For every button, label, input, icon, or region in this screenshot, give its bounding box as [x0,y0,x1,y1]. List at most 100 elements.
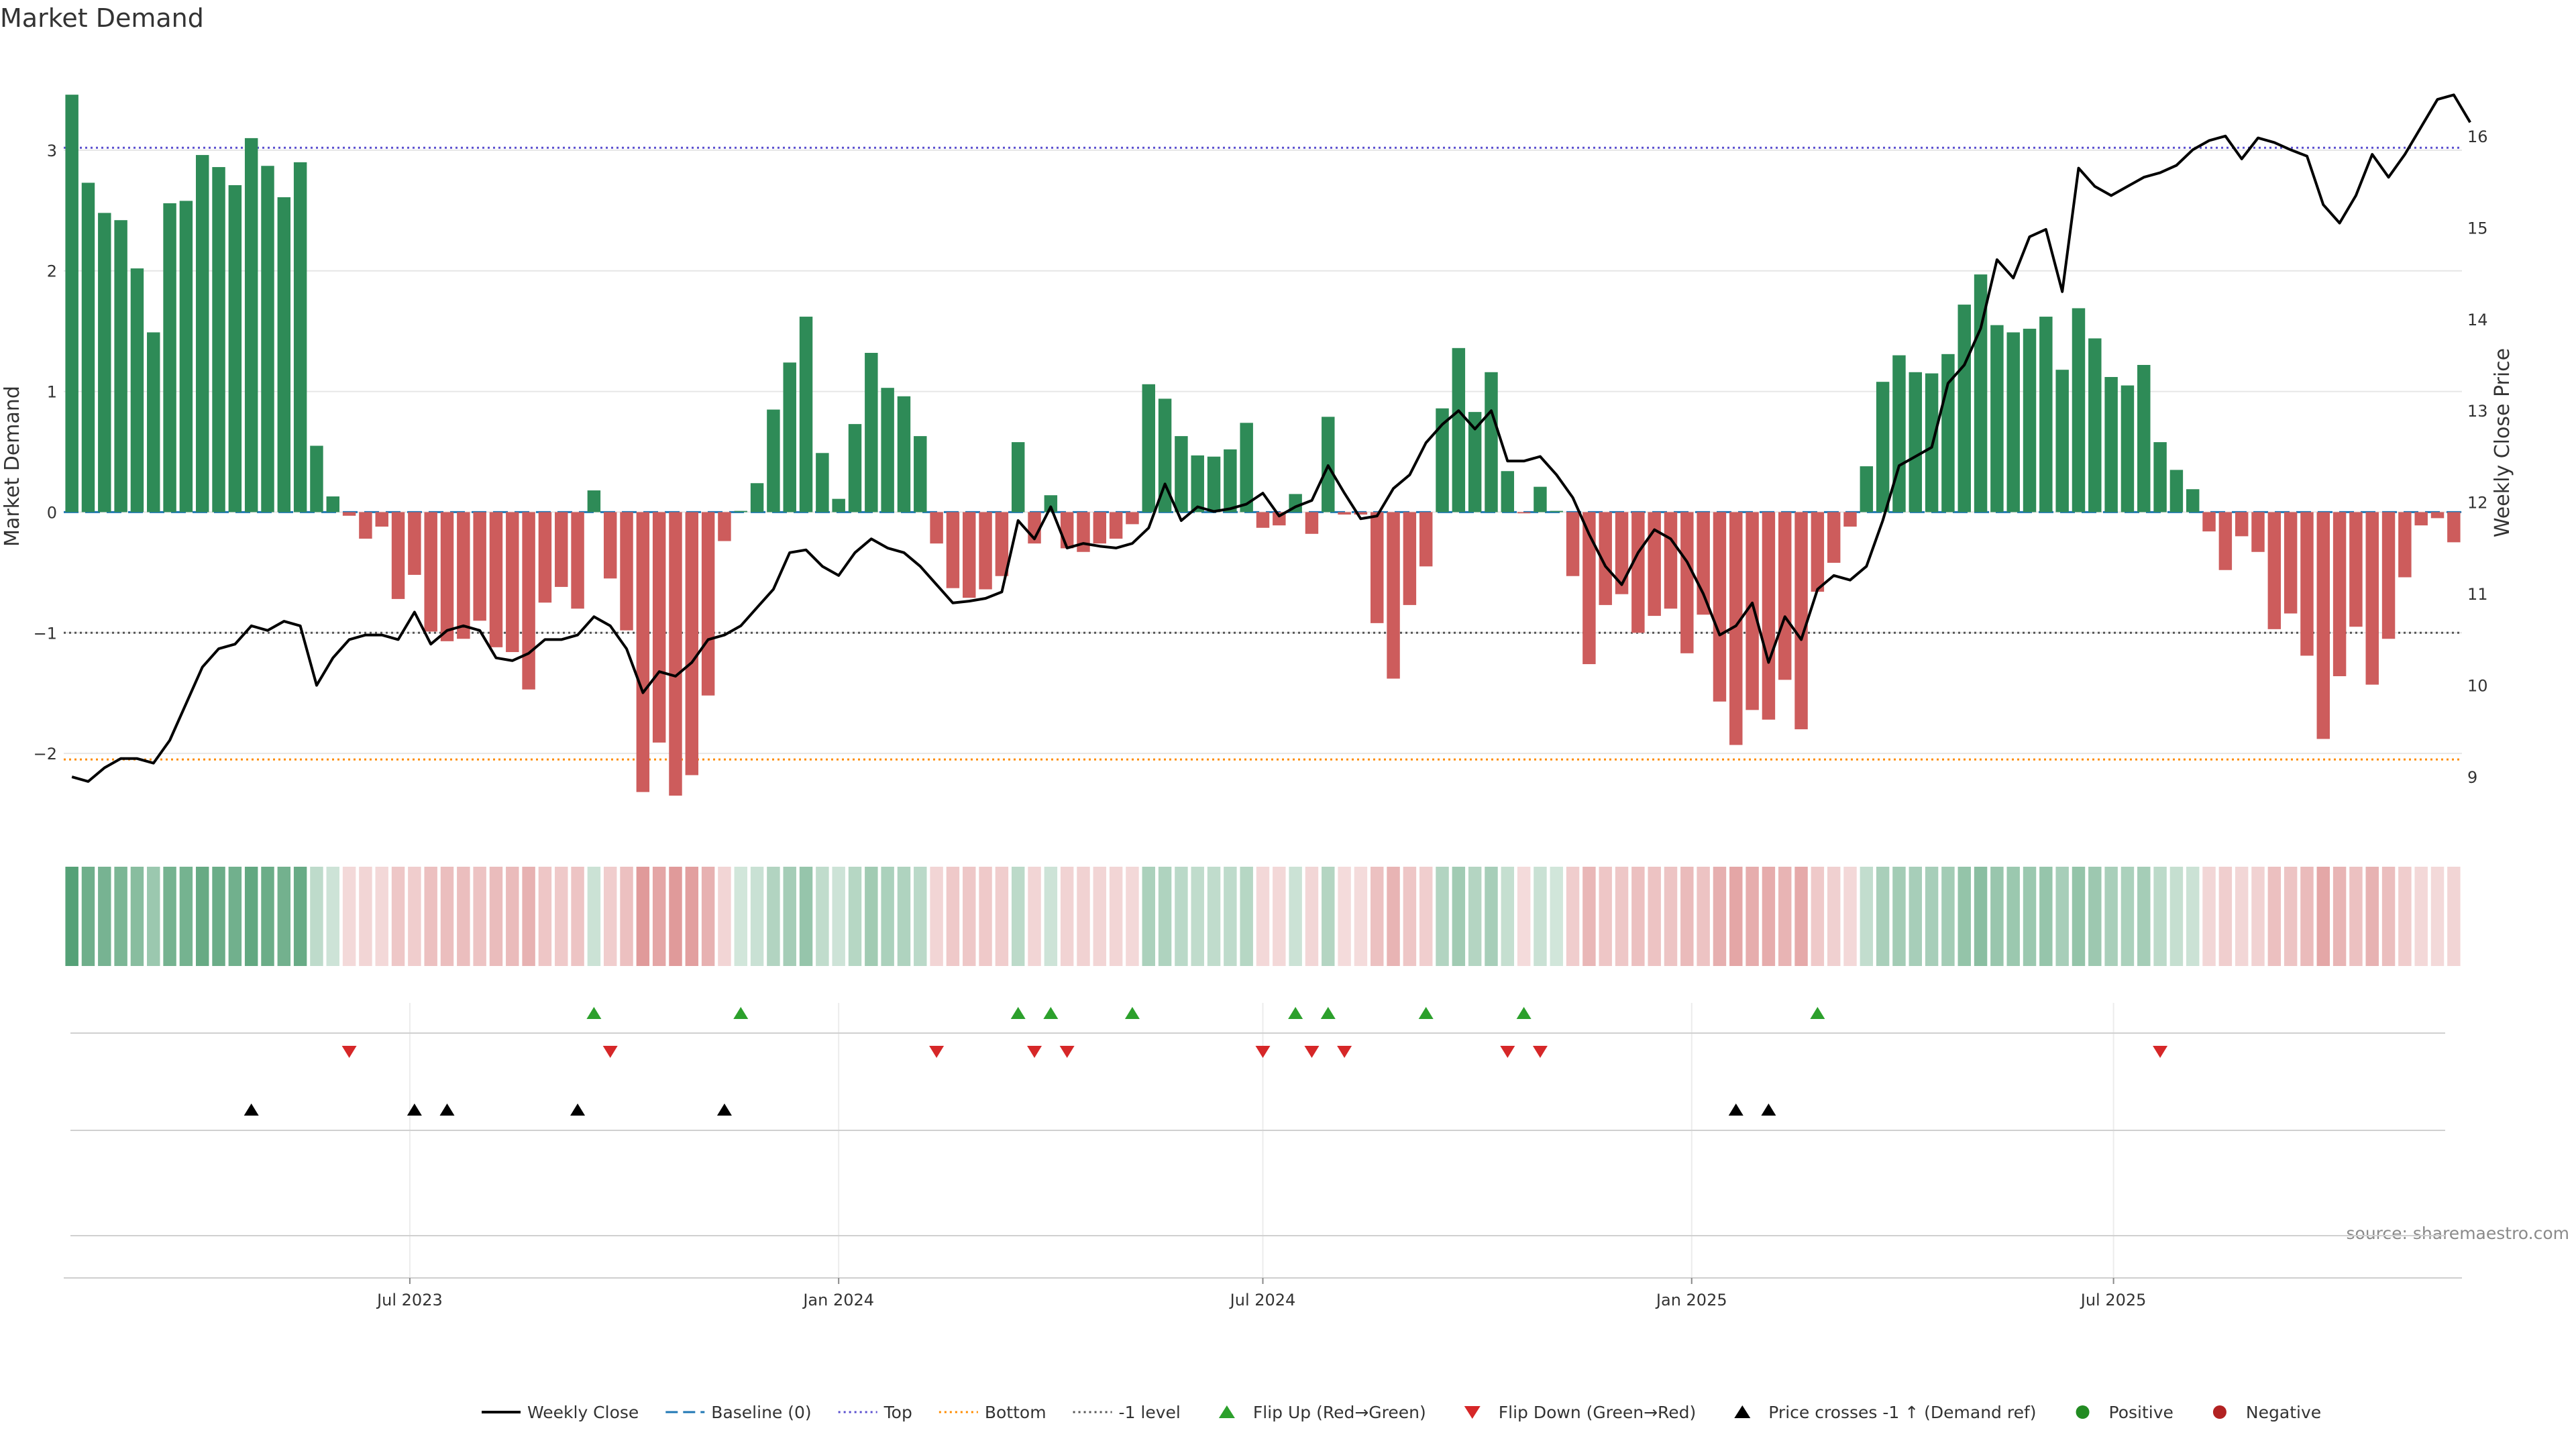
demand-strip-cell [2316,867,2330,966]
demand-strip-cell [1452,867,1466,966]
demand-strip-cell [816,867,829,966]
legend-label: Positive [2109,1403,2174,1422]
demand-strip-cell [2169,867,2184,966]
demand-bar [2104,376,2118,513]
demand-bar [277,197,291,513]
demand-bar [1534,486,1547,513]
demand-bar [2316,512,2330,739]
demand-bar [130,268,144,513]
demand-bar [506,512,519,653]
demand-bar [1680,512,1694,653]
demand-strip-cell [261,867,274,966]
y-axis-left-label: Market Demand [1,386,24,547]
demand-strip-cell [1077,867,1090,966]
demand-strip-cell [1485,867,1498,966]
demand-bar [81,182,95,513]
flip-up-marker [586,1007,602,1019]
demand-strip-cell [2300,867,2314,966]
demand-strip-cell [1582,867,1596,966]
demand-bar [2365,512,2379,685]
legend-swatch-tri-up [1218,1405,1235,1418]
demand-bar [2072,308,2086,513]
x-tick-label: Jul 2023 [376,1291,443,1309]
demand-bar [1615,512,1629,594]
demand-strip-cell [1746,867,1759,966]
demand-strip-cell [1566,867,1580,966]
demand-strip-cell [1990,867,2004,966]
flip-down-marker [1304,1046,1320,1058]
demand-bar [2186,489,2200,513]
demand-bar [1860,466,1874,513]
gridlines [64,149,2462,1278]
demand-bar [1142,384,1155,513]
demand-strip-cell [636,867,650,966]
demand-strip-cell [473,867,486,966]
demand-strip-cell [963,867,976,966]
demand-bar [963,512,976,598]
demand-bar [293,162,307,513]
price-cross-marker [570,1104,586,1116]
y-left-tick-label: 3 [47,142,57,160]
demand-strip-cell [2137,867,2151,966]
demand-strip-cell [2447,867,2461,966]
y-axis-right-label: Weekly Close Price [2491,348,2514,537]
demand-bar [1011,442,1025,513]
demand-bar [1697,512,1710,615]
demand-strip-cell [2398,867,2412,966]
demand-strip-cell [750,867,764,966]
demand-bar [2447,512,2461,543]
demand-strip-cell [1028,867,1041,966]
demand-bar [685,512,699,775]
demand-bar [995,512,1009,576]
demand-strip-cell [1517,867,1531,966]
demand-strip-cell [1256,867,1270,966]
legend-swatch-tri-cross [1734,1405,1751,1418]
y-right-tick-label: 11 [2467,585,2488,604]
demand-strip-cell [489,867,503,966]
demand-bar [1452,347,1466,513]
demand-bar [2006,332,2020,513]
demand-strip-cell [865,867,878,966]
demand-strip-cell [2202,867,2216,966]
demand-strip-cell [620,867,633,966]
demand-bar [897,396,911,513]
flip-up-marker [1810,1007,1825,1019]
demand-strip-cell [1550,867,1563,966]
demand-bar [1387,512,1400,679]
demand-bar [1109,512,1123,539]
demand-strip-cell [2235,867,2249,966]
demand-strip-cell [522,867,535,966]
demand-bar [1256,512,1270,528]
demand-strip-cell [2332,867,2347,966]
legend-label: Weekly Close [527,1403,639,1422]
demand-bar [359,512,372,539]
demand-strip-cell [1273,867,1286,966]
demand-bar [767,409,780,513]
demand-bar [147,332,160,513]
price-cross-marker [1728,1104,1743,1116]
demand-strip-cell [1468,867,1482,966]
demand-bar [2251,512,2265,552]
y-right-tick-label: 10 [2467,677,2488,696]
demand-bar [1892,355,1906,513]
demand-strip-cell [293,867,307,966]
demand-bar [1876,382,1890,513]
demand-strip-cell [1354,867,1368,966]
demand-strip-cell [2267,867,2282,966]
demand-strip-cell [2072,867,2086,966]
demand-bar [212,167,225,513]
demand-bar [2300,512,2314,656]
legend-label: Flip Down (Green→Red) [1499,1403,1697,1422]
demand-bar [832,498,845,513]
demand-strip-cell [1631,867,1645,966]
demand-strip-cell [587,867,601,966]
demand-strip-cell [2251,867,2265,966]
demand-strip-cell [1664,867,1678,966]
demand-strip-cell [1713,867,1727,966]
demand-strip-cell [391,867,405,966]
demand-bars [65,95,2461,796]
demand-strip-cell [555,867,568,966]
demand-bar [636,512,650,792]
demand-strip-cell [1648,867,1661,966]
